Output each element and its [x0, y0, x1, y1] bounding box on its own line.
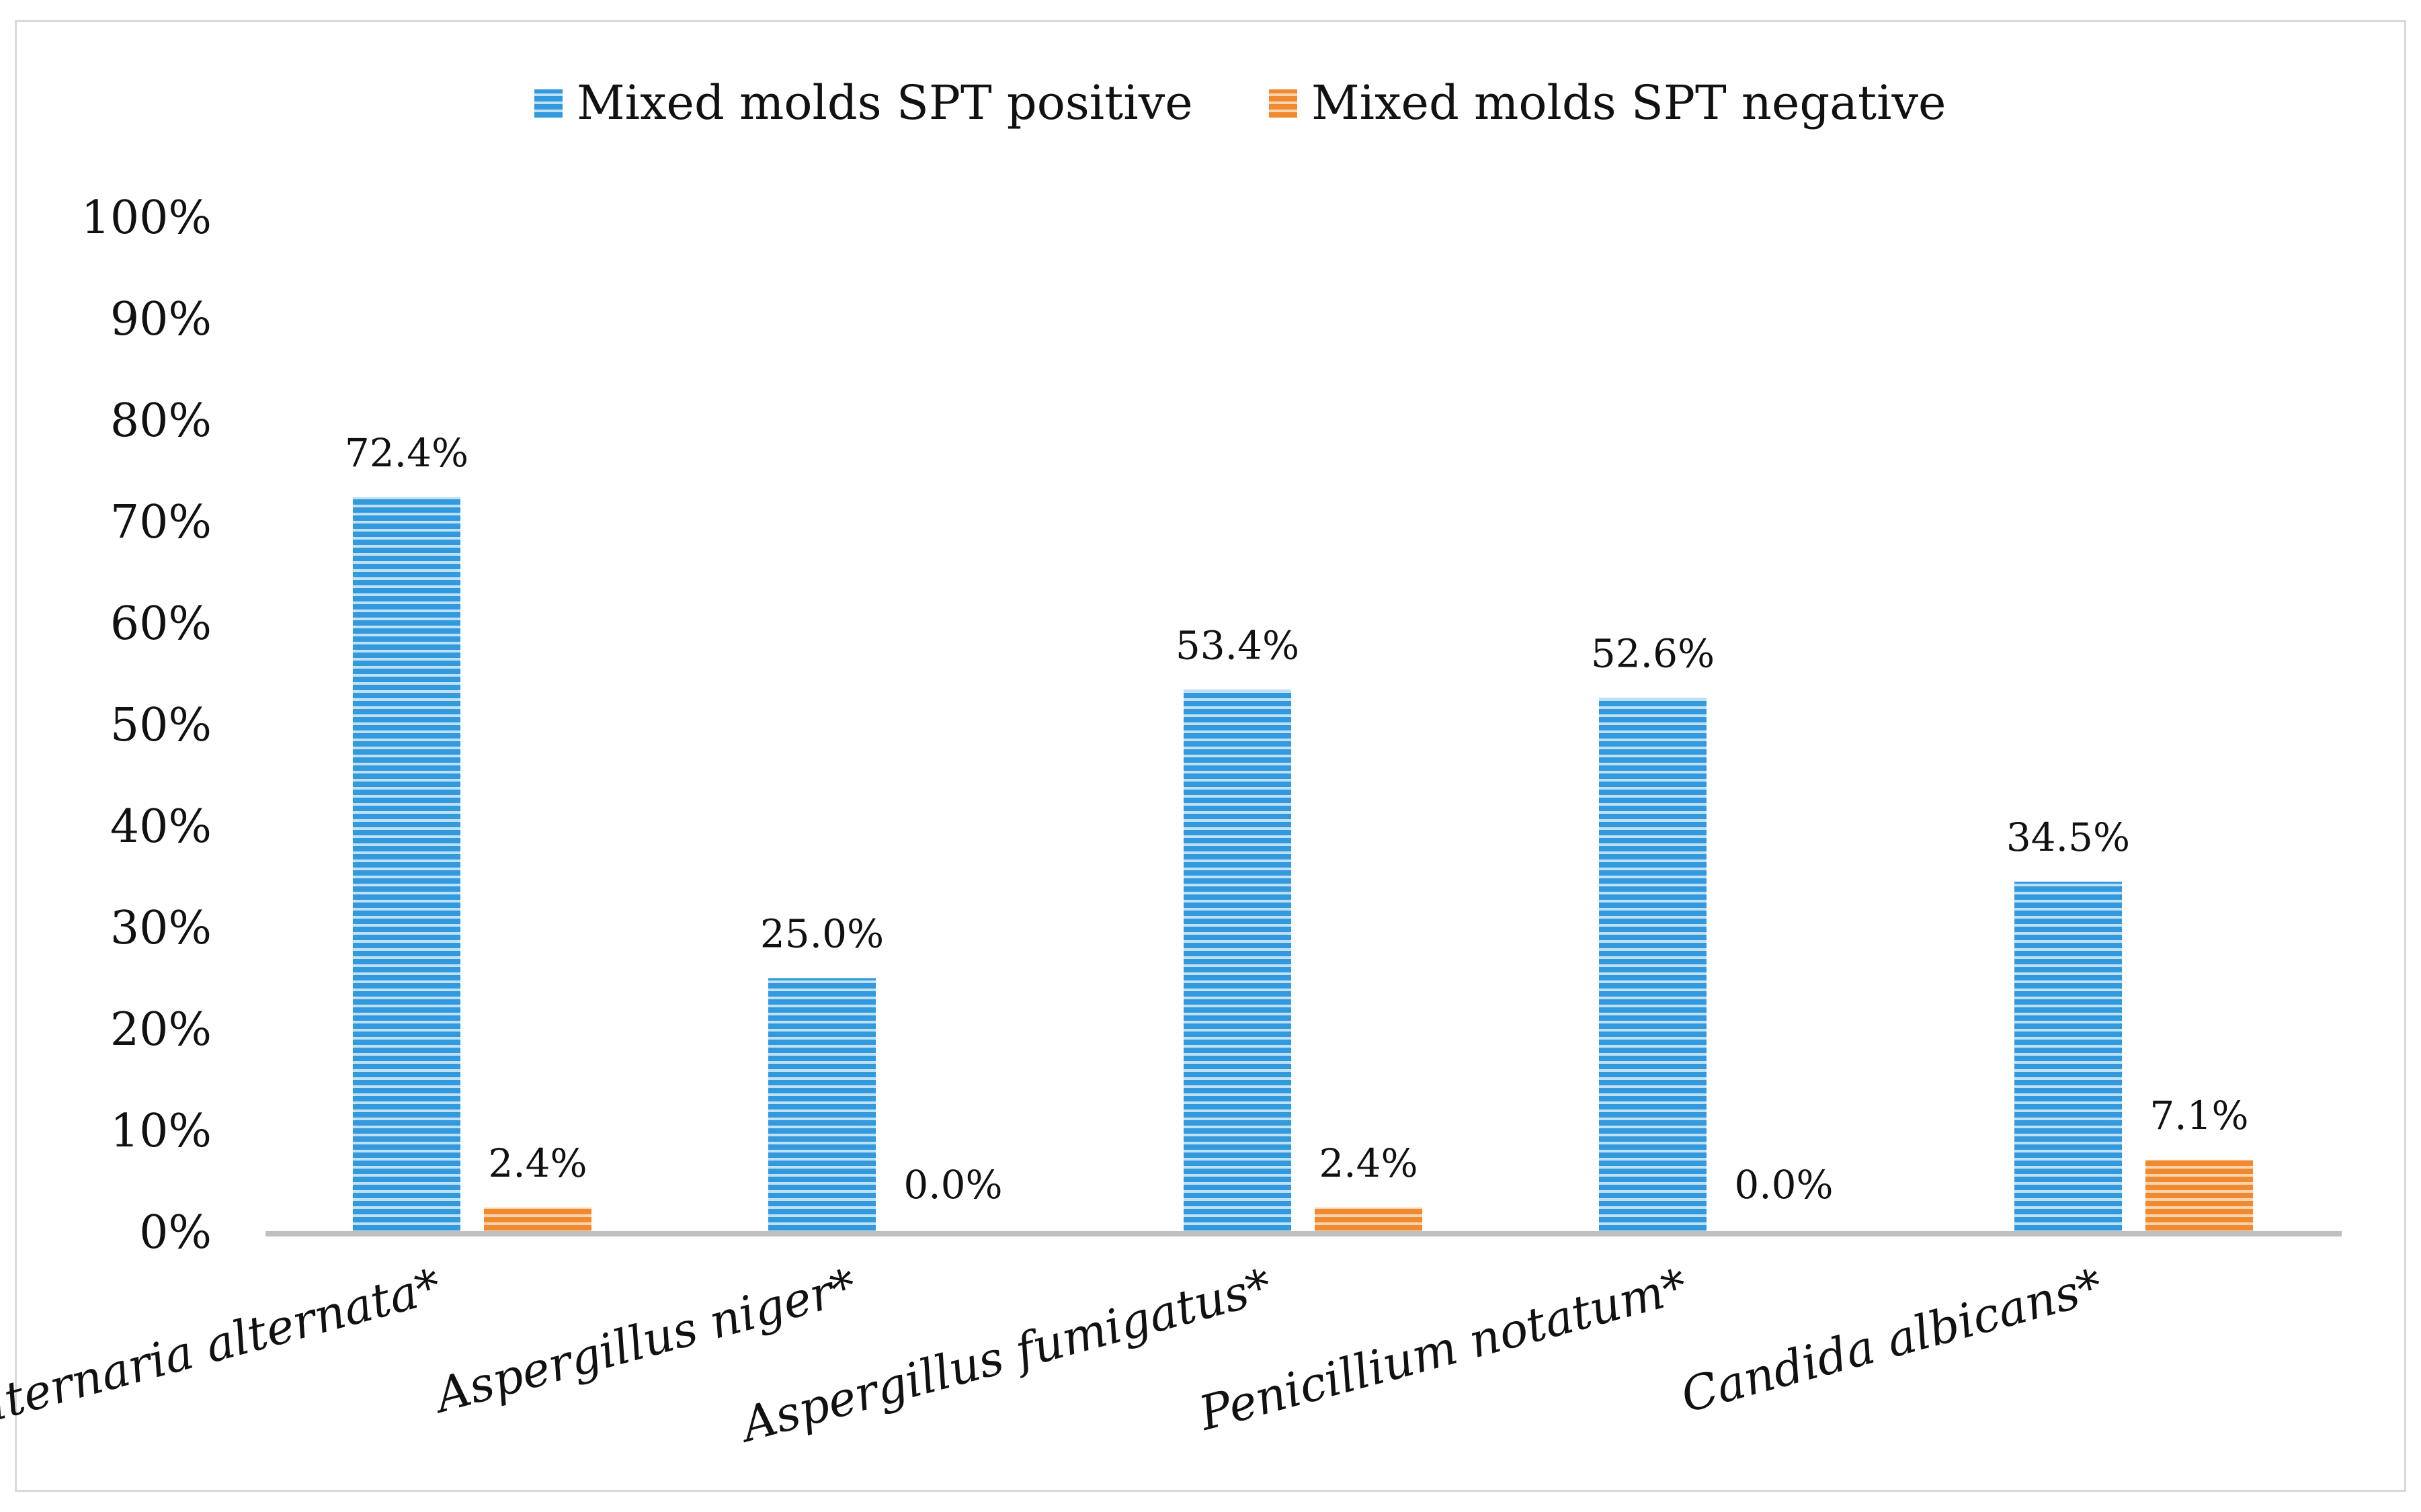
y-tick-label: 90% [110, 293, 212, 346]
y-tick-label: 50% [110, 699, 212, 752]
legend-item-positive: Mixed molds SPT positive [534, 75, 1193, 130]
data-label-positive-0: 72.4% [345, 430, 468, 476]
y-tick-label: 40% [110, 800, 212, 853]
y-tick-label: 0% [139, 1206, 212, 1259]
y-axis-tick-labels: 0% 10% 20% 30% 40% 50% 60% 70% 80% 90% 100% [81, 192, 212, 1259]
bar-negative-0 [484, 1207, 591, 1232]
y-tick-label: 30% [110, 902, 212, 955]
y-tick-label: 60% [110, 597, 212, 650]
bar-positive-4 [2014, 882, 2122, 1232]
legend-item-negative: Mixed molds SPT negative [1269, 75, 1946, 130]
y-tick-label: 10% [110, 1105, 212, 1158]
bars [353, 497, 2253, 1232]
data-label-negative-0: 2.4% [488, 1140, 587, 1186]
data-label-negative-2: 2.4% [1319, 1140, 1418, 1186]
bar-positive-0 [353, 497, 460, 1232]
data-label-negative-3: 0.0% [1734, 1162, 1833, 1208]
y-tick-label: 20% [110, 1003, 212, 1056]
y-tick-label: 100% [81, 192, 212, 245]
data-labels: 72.4% 25.0% 53.4% 52.6% 34.5% 2.4% 0.0% 2.4% 0.0… [345, 430, 2249, 1208]
data-label-negative-4: 7.1% [2149, 1093, 2248, 1138]
legend-swatch-positive [534, 89, 563, 118]
data-label-positive-4: 34.5% [2006, 814, 2130, 860]
bar-positive-3 [1599, 698, 1707, 1232]
data-label-negative-1: 0.0% [903, 1162, 1002, 1208]
legend: Mixed molds SPT positive Mixed molds SPT… [534, 75, 1946, 130]
data-label-positive-2: 53.4% [1176, 623, 1299, 669]
legend-label-positive: Mixed molds SPT positive [577, 75, 1193, 130]
category-label-4: Candida albicans* [1676, 1258, 2108, 1423]
data-label-positive-3: 52.6% [1591, 631, 1715, 677]
y-tick-label: 80% [110, 394, 212, 448]
bar-positive-2 [1184, 689, 1291, 1232]
bar-negative-2 [1315, 1207, 1422, 1232]
category-labels: Alternaria alternata*Aspergillus niger*A… [0, 1258, 2108, 1454]
legend-label-negative: Mixed molds SPT negative [1311, 75, 1946, 130]
bar-positive-1 [768, 978, 876, 1232]
category-label-0: Alternaria alternata* [0, 1258, 446, 1441]
legend-swatch-negative [1269, 89, 1297, 118]
y-tick-label: 70% [110, 496, 212, 549]
bar-negative-4 [2145, 1159, 2253, 1232]
data-label-positive-1: 25.0% [760, 911, 884, 957]
